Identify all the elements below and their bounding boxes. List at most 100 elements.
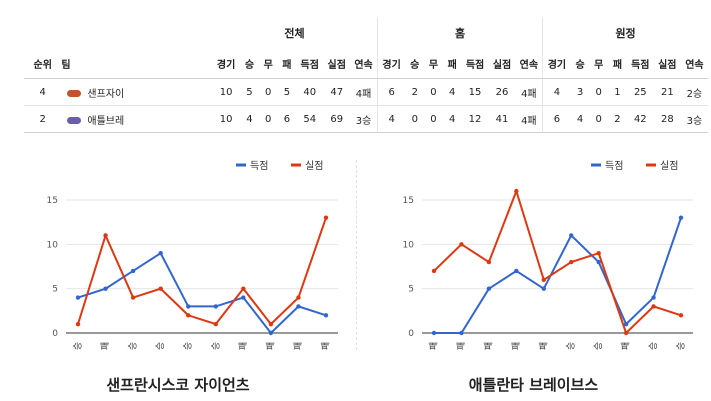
x-tick-label: 패 xyxy=(538,342,549,350)
col-rank: 순위 xyxy=(24,48,62,79)
col-total-1: 승 xyxy=(240,48,259,79)
col-team: 팀 xyxy=(61,48,213,79)
data-point xyxy=(186,313,191,318)
x-tick-label: 패 xyxy=(456,342,467,350)
col-total-3: 패 xyxy=(277,48,297,79)
giants-chart: 0 5 10 15 승 패 승 승 승 승 패 패 패 패 득점 실점 xyxy=(47,160,338,350)
series-line-allowed xyxy=(77,217,327,326)
home-stat-cell: 4 xyxy=(376,105,406,133)
x-tick-label: 승 xyxy=(210,342,221,350)
total-stat-cell: 10 xyxy=(212,78,241,106)
data-point xyxy=(459,330,464,336)
home-stat-cell: 4 xyxy=(442,105,462,133)
home-stat-cell: 0 xyxy=(424,105,443,133)
col-away-4: 득점 xyxy=(626,48,654,79)
col-home-2: 무 xyxy=(424,48,443,79)
data-point xyxy=(596,259,601,265)
col-home-4: 득점 xyxy=(461,48,489,79)
col-away-3: 패 xyxy=(608,48,627,79)
x-tick-label: 패 xyxy=(238,342,249,350)
data-point xyxy=(213,304,218,309)
away-stat-cell: 0 xyxy=(589,105,609,133)
data-point xyxy=(541,277,546,282)
col-home-1: 승 xyxy=(405,48,425,79)
y-tick-label: 0 xyxy=(408,329,414,339)
x-tick-label: 승 xyxy=(155,342,166,350)
team-logo-icon xyxy=(67,117,82,124)
col-home-6: 연속 xyxy=(515,48,543,79)
braves-chart: 0 5 10 15 패 패 패 패 패 승 승 패 승 승 득점 실점 xyxy=(403,160,693,350)
table-row: 2 애틀브레 10 4 0 6 54 69 3승 4 0 0 4 12 41 4패 6 4 0 2 42 28 3승 xyxy=(24,105,708,133)
x-tick-label: 패 xyxy=(100,342,111,350)
data-point xyxy=(431,268,437,274)
chart-title-giants: 샌프란시스코 자이언츠 xyxy=(106,376,250,394)
table-row: 4 샌프자이 10 5 0 5 40 47 4패 6 2 0 4 15 26 4패 4 3 0 1 25 21 2승 xyxy=(24,78,708,106)
col-total-6: 연속 xyxy=(350,48,378,79)
x-tick-label: 패 xyxy=(621,342,632,350)
legend-label: 득점 xyxy=(605,160,623,172)
data-point xyxy=(103,233,108,238)
x-tick-label: 패 xyxy=(483,342,494,350)
data-point xyxy=(158,286,163,291)
data-point xyxy=(486,286,492,291)
away-stat-cell: 3승 xyxy=(680,105,708,133)
x-tick-label: 패 xyxy=(321,342,332,350)
chart-divider xyxy=(356,160,357,350)
y-tick-label: 15 xyxy=(47,196,58,206)
x-tick-label: 패 xyxy=(265,342,276,350)
team-cell[interactable]: 애틀브레 xyxy=(61,105,213,133)
away-stat-cell: 2승 xyxy=(680,78,708,106)
legend-label: 실점 xyxy=(305,160,323,172)
team-name[interactable]: 샌프자이 xyxy=(87,88,125,100)
x-tick-label: 패 xyxy=(293,342,304,350)
x-tick-label: 패 xyxy=(511,342,522,350)
chart-title-braves: 애틀란타 브레이브스 xyxy=(468,376,599,394)
away-stat-cell: 2 xyxy=(608,105,627,133)
x-tick-label: 승 xyxy=(566,342,577,350)
away-stat-cell: 42 xyxy=(626,105,654,133)
data-point xyxy=(75,295,81,300)
home-stat-cell: 15 xyxy=(461,78,489,106)
col-away-5: 실점 xyxy=(653,48,681,79)
data-point xyxy=(651,295,656,300)
data-point xyxy=(569,233,574,238)
x-tick-label: 승 xyxy=(676,342,687,350)
y-tick-label: 5 xyxy=(52,285,58,295)
y-tick-label: 10 xyxy=(403,240,415,250)
standings-table: 전체 홈 원정 순위 팀 경기 승 무 패 득점 실점 연속 경기 승 무 패 득점 실점 연속 경기 승 무 패… xyxy=(24,18,708,133)
data-point xyxy=(130,268,136,274)
y-tick-label: 10 xyxy=(47,240,59,250)
data-point xyxy=(514,268,519,274)
away-stat-cell: 3 xyxy=(570,78,590,106)
team-logo-icon xyxy=(67,90,82,97)
total-stat-cell: 4 xyxy=(240,105,259,133)
col-total-2: 무 xyxy=(258,48,278,79)
data-point xyxy=(623,321,629,327)
data-point xyxy=(268,321,274,327)
x-tick-label: 승 xyxy=(128,342,139,350)
x-tick-label: 승 xyxy=(183,342,194,350)
home-stat-cell: 4패 xyxy=(515,105,543,133)
total-stat-cell: 10 xyxy=(212,105,241,133)
data-point xyxy=(323,215,329,220)
col-away-2: 무 xyxy=(589,48,609,79)
col-away-6: 연속 xyxy=(680,48,708,79)
legend-label: 득점 xyxy=(250,160,268,172)
team-name[interactable]: 애틀브레 xyxy=(87,115,125,127)
home-stat-cell: 4패 xyxy=(515,78,543,106)
x-tick-label: 패 xyxy=(429,342,440,350)
data-point xyxy=(514,188,519,194)
col-away-0: 경기 xyxy=(542,48,571,79)
data-point xyxy=(213,321,218,327)
data-point xyxy=(296,304,301,309)
group-header-row: 전체 홈 원정 xyxy=(24,18,708,48)
rank-cell: 2 xyxy=(24,105,62,133)
total-stat-cell: 47 xyxy=(323,78,351,106)
data-point xyxy=(459,242,464,247)
data-point xyxy=(678,215,684,220)
team-cell[interactable]: 샌프자이 xyxy=(61,78,213,106)
away-stat-cell: 0 xyxy=(589,78,609,106)
home-stat-cell: 2 xyxy=(405,78,425,106)
away-stat-cell: 4 xyxy=(570,105,590,133)
group-away: 원정 xyxy=(542,18,708,48)
